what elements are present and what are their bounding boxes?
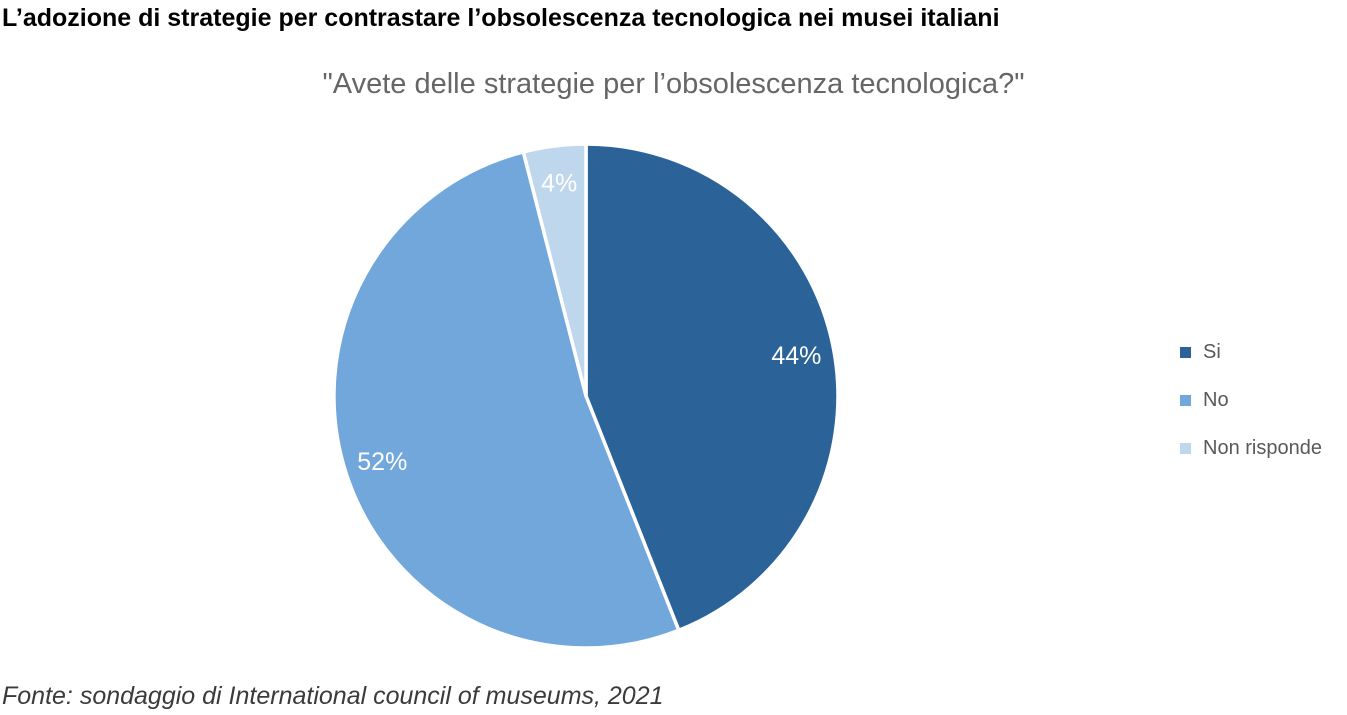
legend-item-si: Si [1180, 341, 1322, 363]
pie-slice-si [584, 142, 840, 633]
legend-swatch-si [1180, 346, 1191, 358]
legend-label-si: Si [1203, 340, 1221, 363]
legend-swatch-no [1180, 394, 1191, 406]
pie-slice-non-risponde [521, 142, 588, 398]
chart-subtitle: "Avete delle strategie per l’obsolescenz… [322, 68, 1025, 100]
legend-item-non-risponde: Non risponde [1180, 437, 1322, 459]
legend: Si No Non risponde [1180, 341, 1322, 459]
pie-data-label-no: 52% [357, 448, 407, 476]
chart-main-title: L’adozione di strategie per contrastare … [2, 4, 1000, 32]
pie-data-label-si: 44% [771, 342, 821, 370]
pie-data-label-non-risponde: 4% [541, 170, 577, 198]
pie-slice-no [332, 150, 681, 650]
legend-label-non-risponde: Non risponde [1203, 436, 1322, 459]
legend-swatch-non-risponde [1180, 442, 1191, 454]
legend-label-no: No [1203, 388, 1229, 411]
source-note: Fonte: sondaggio di International counci… [2, 682, 664, 710]
legend-item-no: No [1180, 389, 1322, 411]
